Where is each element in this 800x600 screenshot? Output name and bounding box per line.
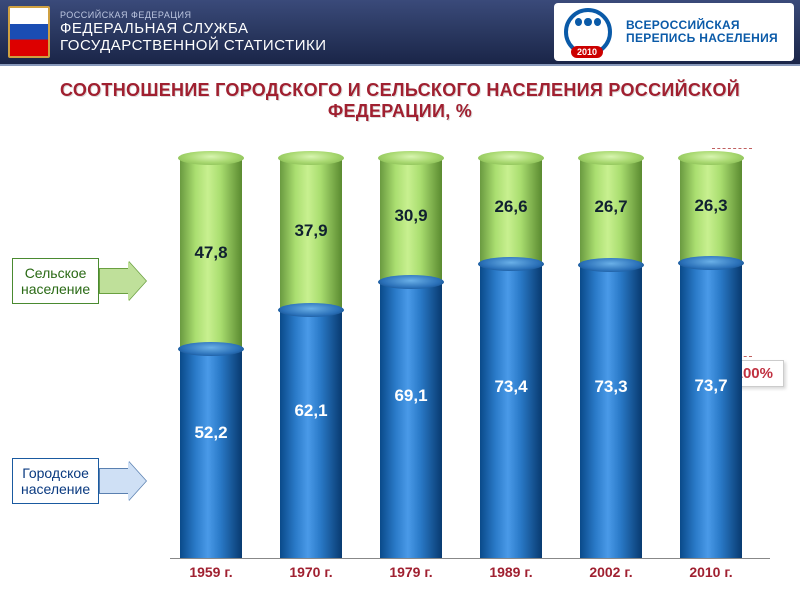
arrowhead-right-icon: [128, 461, 146, 501]
arrowhead-right-icon: [128, 261, 146, 301]
x-axis-label: 2002 г.: [571, 564, 651, 580]
legend-urban: Городскоенаселение: [12, 458, 146, 504]
cylinder-top-cap: [478, 151, 544, 165]
country-label: РОССИЙСКАЯ ФЕДЕРАЦИЯ: [60, 10, 327, 20]
bar-urban-value: 52,2: [180, 423, 242, 443]
bar-urban-segment: [380, 282, 442, 558]
russian-flag-icon: [8, 6, 50, 58]
arrow-right-icon: [99, 468, 128, 494]
cylinder-mid-cap: [278, 303, 344, 317]
cylinder-top-cap: [378, 151, 444, 165]
bar-4: 73,3 26,7: [580, 158, 642, 558]
bar-0: 52,2 47,8: [180, 158, 242, 558]
cylinder-top-cap: [178, 151, 244, 165]
census-line2: ПЕРЕПИСЬ НАСЕЛЕНИЯ: [626, 32, 778, 45]
x-axis-label: 1959 г.: [171, 564, 251, 580]
census-logo-block: 2010 ВСЕРОССИЙСКАЯ ПЕРЕПИСЬ НАСЕЛЕНИЯ: [554, 3, 794, 61]
bar-urban-value: 69,1: [380, 386, 442, 406]
x-axis-label: 1970 г.: [271, 564, 351, 580]
bar-rural-value: 37,9: [280, 221, 342, 241]
chart-area: Сельскоенаселение Городскоенаселение 100…: [0, 128, 800, 598]
cylinder-top-cap: [678, 151, 744, 165]
legend-rural-label: Сельскоенаселение: [12, 258, 99, 304]
bar-3: 73,4 26,6: [480, 158, 542, 558]
chart-title: СООТНОШЕНИЕ ГОРОДСКОГО И СЕЛЬСКОГО НАСЕЛ…: [20, 80, 780, 122]
legend-urban-label: Городскоенаселение: [12, 458, 99, 504]
bar-urban-value: 73,3: [580, 377, 642, 397]
x-axis-labels: 1959 г. 1970 г. 1979 г. 1989 г. 2002 г. 2010 …: [170, 564, 770, 588]
bar-rural-value: 47,8: [180, 243, 242, 263]
bar-urban-segment: [680, 263, 742, 558]
bars-container: 52,2 47,8 62,1 37,9 69,1 30,9 73,4 26,6 73,3 26,7…: [170, 138, 770, 559]
cylinder-top-cap: [578, 151, 644, 165]
bar-urban-segment: [180, 349, 242, 558]
cylinder-mid-cap: [378, 275, 444, 289]
bar-rural-value: 26,6: [480, 197, 542, 217]
bar-urban-segment: [580, 265, 642, 558]
cylinder-mid-cap: [578, 258, 644, 272]
bar-urban-value: 73,7: [680, 376, 742, 396]
bar-urban-segment: [280, 310, 342, 558]
x-axis-label: 1979 г.: [371, 564, 451, 580]
bar-urban-value: 62,1: [280, 401, 342, 421]
bar-urban-value: 73,4: [480, 377, 542, 397]
bar-1: 62,1 37,9: [280, 158, 342, 558]
bar-rural-value: 26,3: [680, 196, 742, 216]
arrow-right-icon: [99, 268, 128, 294]
agency-name: РОССИЙСКАЯ ФЕДЕРАЦИЯ ФЕДЕРАЛЬНАЯ СЛУЖБА …: [60, 10, 327, 55]
bar-rural-value: 26,7: [580, 197, 642, 217]
x-axis-label: 2010 г.: [671, 564, 751, 580]
agency-line1: ФЕДЕРАЛЬНАЯ СЛУЖБА: [60, 20, 327, 37]
bar-2: 69,1 30,9: [380, 158, 442, 558]
cylinder-top-cap: [278, 151, 344, 165]
bar-5: 73,7 26,3: [680, 158, 742, 558]
bar-rural-value: 30,9: [380, 206, 442, 226]
header-bar: РОССИЙСКАЯ ФЕДЕРАЦИЯ ФЕДЕРАЛЬНАЯ СЛУЖБА …: [0, 0, 800, 66]
census-logo-icon: 2010: [562, 8, 618, 56]
agency-line2: ГОСУДАРСТВЕННОЙ СТАТИСТИКИ: [60, 37, 327, 54]
x-axis-label: 1989 г.: [471, 564, 551, 580]
legend-rural: Сельскоенаселение: [12, 258, 146, 304]
census-year: 2010: [571, 46, 603, 58]
bar-urban-segment: [480, 264, 542, 558]
